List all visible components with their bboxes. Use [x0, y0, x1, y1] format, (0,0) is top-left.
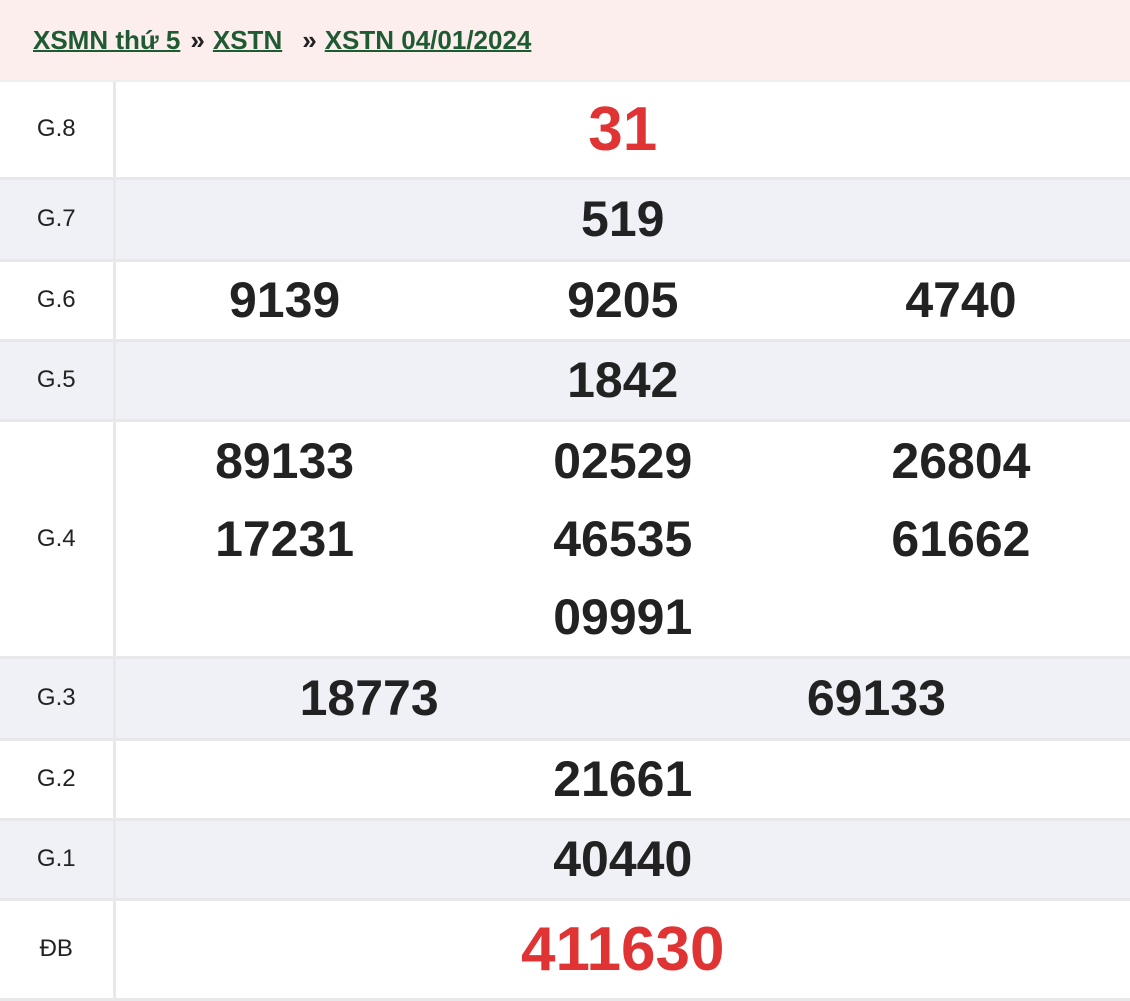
- prize-number: 1842: [116, 351, 1130, 409]
- prize-number: 519: [116, 190, 1130, 248]
- breadcrumb-link-xstn[interactable]: XSTN: [213, 25, 282, 56]
- prize-label: G.2: [0, 739, 114, 819]
- prize-row-g3: G.3 18773 69133: [0, 657, 1130, 739]
- prize-label: G.3: [0, 657, 114, 739]
- prize-number: 9205: [454, 271, 792, 329]
- breadcrumb: XSMN thứ 5 » XSTN » XSTN 04/01/2024: [0, 0, 1130, 82]
- prize-label: G.1: [0, 819, 114, 899]
- prize-number: 69133: [623, 669, 1130, 727]
- breadcrumb-separator: »: [302, 25, 316, 56]
- prize-number: 21661: [116, 750, 1130, 808]
- prize-number: 31: [116, 94, 1130, 165]
- prize-row-g1: G.1 40440: [0, 819, 1130, 899]
- prize-row-g7: G.7 519: [0, 178, 1130, 260]
- breadcrumb-link-xsmn[interactable]: XSMN thứ 5: [33, 25, 180, 56]
- prize-label: G.8: [0, 82, 114, 178]
- prize-row-g5: G.5 1842: [0, 340, 1130, 420]
- special-prize-number: 411630: [116, 914, 1130, 985]
- prize-number: 18773: [116, 669, 623, 727]
- breadcrumb-link-date[interactable]: XSTN 04/01/2024: [325, 25, 532, 56]
- prize-number: 40440: [116, 830, 1130, 888]
- prize-label: G.4: [0, 420, 114, 657]
- prize-number: 89133: [116, 432, 454, 490]
- prize-number: 26804: [792, 432, 1130, 490]
- prize-label: ĐB: [0, 899, 114, 999]
- prize-row-g4: G.4 89133 02529 26804 17231 46535 61662 …: [0, 420, 1130, 657]
- prize-number: 02529: [454, 432, 792, 490]
- prize-number: 61662: [792, 510, 1130, 568]
- prize-label: G.6: [0, 260, 114, 340]
- prize-label: G.7: [0, 178, 114, 260]
- breadcrumb-separator: »: [190, 25, 204, 56]
- prize-number: 17231: [116, 510, 454, 568]
- results-table: G.8 31 G.7 519 G.6 9139 9205 4740 G.5 18…: [0, 82, 1130, 1001]
- prize-row-g8: G.8 31: [0, 82, 1130, 178]
- prize-row-g2: G.2 21661: [0, 739, 1130, 819]
- prize-row-special: ĐB 411630: [0, 899, 1130, 999]
- prize-row-g6: G.6 9139 9205 4740: [0, 260, 1130, 340]
- prize-number: 4740: [792, 271, 1130, 329]
- prize-number: 9139: [116, 271, 454, 329]
- prize-label: G.5: [0, 340, 114, 420]
- prize-number: 46535: [454, 510, 792, 568]
- prize-number: 09991: [116, 588, 1130, 646]
